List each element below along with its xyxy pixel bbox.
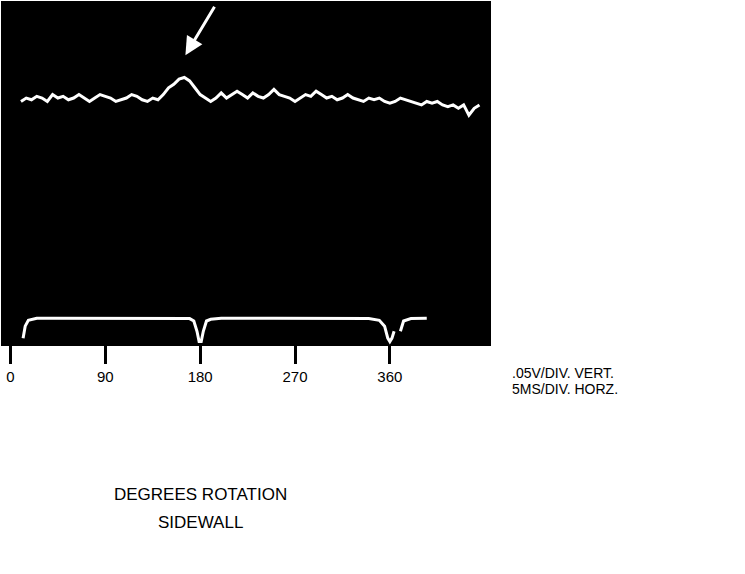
svg-text:270: 270 (282, 368, 307, 385)
svg-text:SIDEWALL: SIDEWALL (158, 513, 243, 532)
svg-text:90: 90 (97, 368, 114, 385)
svg-text:180: 180 (188, 368, 213, 385)
svg-text:DEGREES ROTATION: DEGREES ROTATION (114, 485, 287, 504)
svg-text:.05V/DIV. VERT.: .05V/DIV. VERT. (512, 365, 614, 381)
svg-text:0: 0 (6, 368, 14, 385)
svg-text:360: 360 (377, 368, 402, 385)
svg-text:5MS/DIV. HORZ.: 5MS/DIV. HORZ. (512, 381, 618, 397)
